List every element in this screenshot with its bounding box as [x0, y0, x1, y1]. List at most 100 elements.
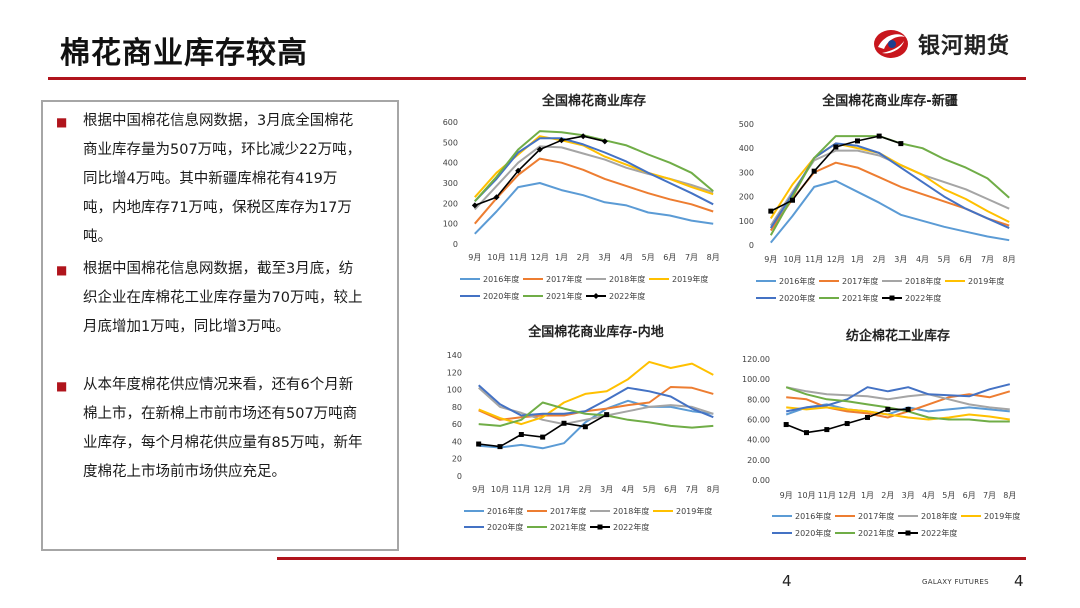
x-tick-label: 2月: [873, 255, 886, 264]
legend-label: 2017年度: [842, 276, 878, 286]
series-line: [474, 137, 714, 206]
x-tick-label: 4月: [916, 255, 929, 264]
chart-title: 全国棉花商业库存-内地: [527, 324, 663, 340]
legend-label: 2016年度: [779, 276, 815, 286]
y-tick-label: 40.00: [747, 436, 770, 445]
data-point: [865, 414, 870, 420]
galaxy-logo: 银河期货: [872, 26, 1010, 62]
data-point: [558, 137, 565, 144]
legend-marker: [905, 530, 911, 536]
data-point: [824, 427, 830, 433]
y-tick-label: 400: [443, 159, 458, 168]
summary-paragraph-3: 从本年度棉花供应情况来看，还有6个月新棉上市，在新棉上市前市场还有507万吨商业…: [83, 377, 363, 480]
series-line: [474, 145, 714, 211]
series-line: [478, 387, 714, 426]
series-line: [478, 399, 714, 450]
legend-label: 2022年度: [921, 528, 957, 538]
x-tick-label: 11月: [805, 255, 823, 264]
x-tick-label: 1月: [851, 255, 864, 264]
y-tick-label: 120.00: [742, 355, 770, 364]
chart-title: 全国棉花商业库存: [541, 93, 646, 109]
data-point: [898, 141, 904, 147]
legend-marker: [597, 524, 603, 530]
y-tick-label: 100: [447, 386, 462, 395]
data-point: [471, 202, 478, 209]
data-point: [601, 138, 608, 145]
legend-label: 2022年度: [609, 291, 645, 301]
legend-label: 2018年度: [613, 506, 649, 516]
chart-inland-commercial-stock: 全国棉花商业库存-内地 0 20 40 60 80 100 120 140 9月 10月 11月 12月…: [447, 324, 720, 532]
legend-label: 2019年度: [984, 511, 1020, 521]
legend-label: 2021年度: [546, 291, 582, 301]
data-point: [518, 432, 524, 438]
y-tick-label: 80.00: [747, 395, 770, 404]
x-tick-label: 12月: [838, 491, 856, 500]
series-line: [478, 386, 714, 421]
logo-text: 银河期货: [918, 34, 1011, 59]
legend-label: 2017年度: [546, 274, 582, 284]
legend-label: 2022年度: [613, 522, 649, 532]
x-tick-label: 8月: [707, 253, 720, 262]
chart-mill-industrial-stock: 纺企棉花工业库存 0.00 20.00 40.00 60.00 80.00 100.00 12…: [742, 328, 1020, 538]
data-point: [768, 208, 774, 214]
y-tick-label: 40: [452, 437, 462, 446]
x-tick-label: 9月: [764, 255, 777, 264]
x-tick-label: 8月: [1003, 491, 1016, 500]
legend-label: 2017年度: [550, 506, 586, 516]
legend-label: 2020年度: [779, 293, 815, 303]
x-tick-label: 5月: [643, 485, 656, 494]
series-line: [786, 390, 1011, 419]
legend-label: 2019年度: [676, 506, 712, 516]
series-line: [478, 401, 714, 429]
x-tick-label: 1月: [861, 491, 874, 500]
data-point: [885, 406, 891, 412]
data-point: [905, 406, 911, 412]
y-tick-label: 0.00: [752, 476, 770, 485]
y-tick-label: 600: [443, 118, 458, 127]
chart-title: 纺企棉花工业库存: [846, 328, 950, 344]
x-tick-label: 9月: [472, 485, 485, 494]
page-number-right: 4: [1014, 572, 1024, 590]
data-point: [536, 146, 543, 153]
galaxy-logo-icon: [874, 30, 908, 58]
x-tick-label: 4月: [621, 485, 634, 494]
chart-xinjiang-commercial-stock: 全国棉花商业库存-新疆 0 100 200 300 400 500 9月 10月 11月 12月 1月…: [739, 93, 1016, 303]
x-tick-label: 11月: [509, 253, 527, 262]
x-tick-label: 3月: [598, 253, 611, 262]
bullet-marker: ■: [56, 379, 68, 393]
series-line: [786, 383, 1011, 413]
y-tick-label: 60: [452, 420, 462, 429]
bullet-marker: ■: [56, 263, 68, 277]
x-tick-label: 7月: [685, 253, 698, 262]
legend-marker: [889, 295, 895, 301]
legend-label: 2016年度: [795, 511, 831, 521]
series-line: [474, 130, 714, 202]
y-tick-label: 300: [443, 179, 458, 188]
x-tick-label: 6月: [959, 255, 972, 264]
footer-divider: [277, 557, 1026, 560]
x-tick-label: 10月: [491, 485, 509, 494]
x-tick-label: 2月: [579, 485, 592, 494]
legend-label: 2021年度: [858, 528, 894, 538]
summary-paragraph-2: 根据中国棉花信息网数据，截至3月底，纺织企业在库棉花工业库存量为70万吨，较上月…: [83, 261, 363, 335]
y-tick-label: 100: [443, 220, 458, 229]
chart-title: 全国棉花商业库存-新疆: [821, 93, 957, 109]
data-point: [561, 420, 567, 426]
x-tick-label: 4月: [922, 491, 935, 500]
summary-textbox: [41, 100, 399, 551]
legend-label: 2016年度: [487, 506, 523, 516]
legend-label: 2020年度: [487, 522, 523, 532]
series-line: [769, 135, 1010, 236]
data-point: [790, 197, 795, 203]
data-point: [476, 441, 482, 447]
x-tick-label: 7月: [685, 485, 698, 494]
summary-paragraph-1: 根据中国棉花信息网数据，3月底全国棉花商业库存量为507万吨，环比减少22万吨，…: [83, 113, 362, 245]
legend-label: 2020年度: [795, 528, 831, 538]
data-point: [844, 421, 850, 427]
series-line: [769, 149, 1010, 227]
y-tick-label: 20: [452, 455, 462, 464]
y-tick-label: 120: [447, 368, 462, 377]
series-line: [786, 386, 1010, 411]
x-tick-label: 11月: [818, 491, 836, 500]
legend-label: 2018年度: [921, 511, 957, 521]
